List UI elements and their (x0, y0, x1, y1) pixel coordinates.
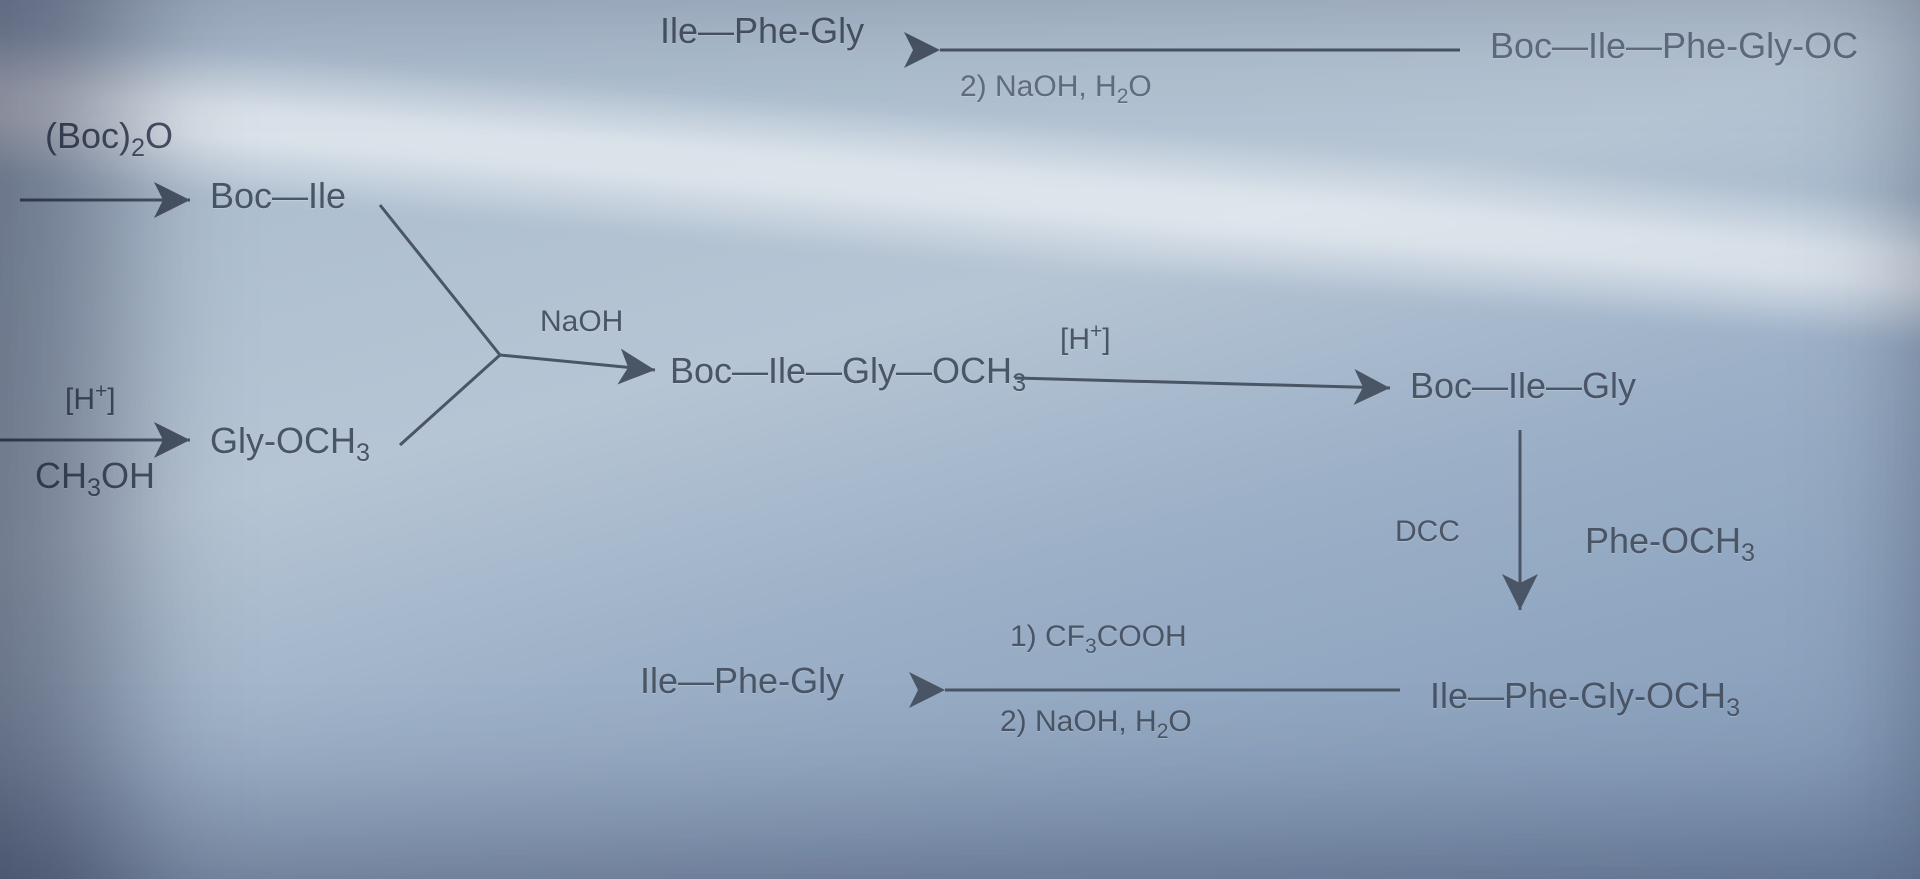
reagent-step2: 2) NaOH, H2O (1000, 705, 1192, 744)
node-boc-ile: Boc—Ile (210, 175, 346, 217)
node-bottom-product: Ile—Phe-Gly (640, 660, 844, 702)
reagent-ch3oh: CH3OH (35, 455, 155, 503)
node-boc-ile-gly: Boc—Ile—Gly (1410, 365, 1636, 407)
gly-och3-label: Gly-OCH3 (210, 420, 370, 461)
node-top-right-src: Boc—Ile—Phe-Gly-OC (1490, 25, 1858, 67)
connector-merge-top (380, 205, 500, 355)
reagent-step1: 1) CF3COOH (1010, 620, 1187, 659)
node-center: Boc—Ile—Gly—OCH3 (670, 350, 1026, 398)
reagent-phe-och3: Phe-OCH3 (1585, 520, 1755, 568)
hplus-left-label: [H+] (65, 383, 116, 416)
step1-label: 1) CF3COOH (1010, 620, 1187, 653)
step2-label: 2) NaOH, H2O (1000, 705, 1192, 738)
bottom-right-label: Ile—Phe-Gly-OCH3 (1430, 675, 1740, 716)
hplus-center-label: [H+] (1060, 323, 1111, 356)
naoh-h2o-label: 2) NaOH, H2O (960, 70, 1152, 103)
boc2o-label: (Boc)2O (45, 115, 173, 156)
center-label: Boc—Ile—Gly—OCH3 (670, 350, 1026, 391)
reagent-top-2: 2) NaOH, H2O (960, 70, 1152, 109)
reagent-hplus-left: [H+] (65, 380, 116, 417)
arrow-merge-out (500, 355, 655, 370)
node-bottom-right-src: Ile—Phe-Gly-OCH3 (1430, 675, 1740, 723)
ch3oh-label: CH3OH (35, 455, 155, 496)
node-gly-och3: Gly-OCH3 (210, 420, 370, 468)
diagram-canvas: Ile—Phe-Gly Boc—Ile—Phe-Gly-OC 2) NaOH, … (0, 0, 1920, 879)
phe-och3-label: Phe-OCH3 (1585, 520, 1755, 561)
arrow-center-right (1015, 378, 1390, 388)
reagent-hplus-center: [H+] (1060, 320, 1111, 357)
connector-merge-bot (400, 355, 500, 445)
reagent-dcc: DCC (1395, 515, 1460, 549)
reagent-boc2o: (Boc)2O (45, 115, 173, 163)
reagent-naoh: NaOH (540, 305, 623, 339)
node-top-product: Ile—Phe-Gly (660, 10, 864, 52)
